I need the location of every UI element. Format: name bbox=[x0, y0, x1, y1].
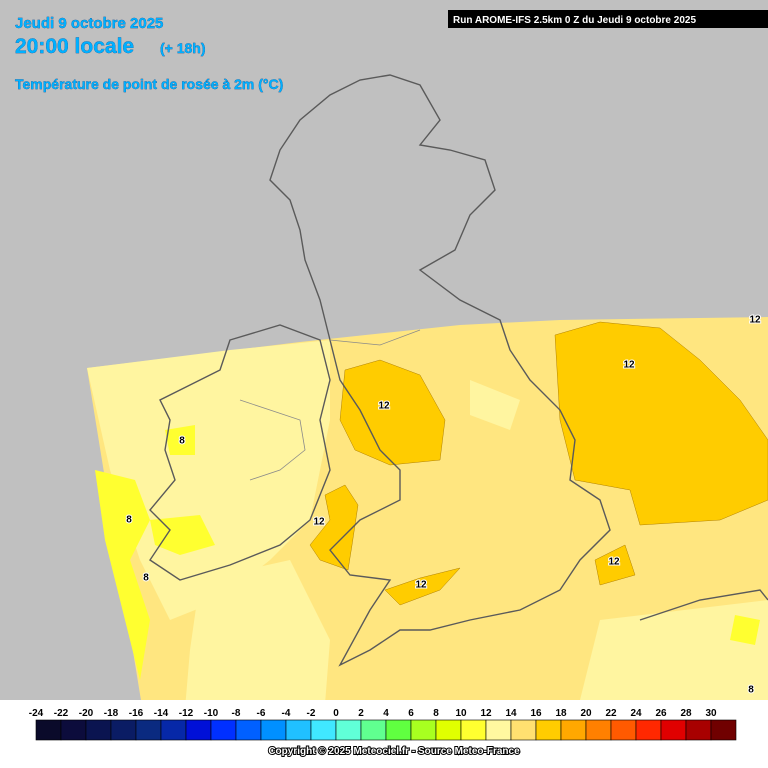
colorbar-cell bbox=[360, 719, 387, 741]
colorbar-cell bbox=[610, 719, 637, 741]
colorbar-tick-label: 22 bbox=[605, 708, 617, 719]
colorbar-tick-label: -10 bbox=[204, 708, 219, 719]
colorbar: -24 -22 -20 -18 -16 -14 -12 -10 -8 -6 -4 -2 0 2 4 6 8 10 1… bbox=[29, 708, 737, 741]
field-12 bbox=[594, 544, 636, 586]
contour-label: 8 bbox=[143, 573, 149, 584]
colorbar-tick-label: -2 bbox=[307, 708, 316, 719]
coastline bbox=[149, 324, 331, 581]
coastline bbox=[269, 74, 611, 667]
colorbar-tick-label: -14 bbox=[154, 708, 169, 719]
colorbar-cell bbox=[585, 719, 612, 741]
colorbar-tick-label: 24 bbox=[630, 708, 642, 719]
colorbar-tick-label: 18 bbox=[555, 708, 567, 719]
date: Jeudi 9 octobre 2025 bbox=[15, 15, 163, 32]
coastline bbox=[639, 589, 768, 621]
colorbar-cell bbox=[335, 719, 362, 741]
field-8 bbox=[150, 515, 215, 555]
colorbar-tick-label: 30 bbox=[705, 708, 717, 719]
colorbar-tick-label: 16 bbox=[530, 708, 542, 719]
colorbar-cell bbox=[210, 719, 237, 741]
field-8 bbox=[730, 615, 760, 645]
colorbar-cell bbox=[685, 719, 712, 741]
colorbar-tick-label: -8 bbox=[232, 708, 241, 719]
colorbar-tick-label: 6 bbox=[408, 708, 414, 719]
colorbar-tick-label: 28 bbox=[680, 708, 692, 719]
footer: Copyright © 2025 Meteociel.fr - Source M… bbox=[268, 746, 520, 757]
colorbar-cell bbox=[235, 719, 262, 741]
colorbar-cell bbox=[60, 719, 87, 741]
field-12 bbox=[554, 321, 768, 526]
contour-label: 12 bbox=[608, 557, 620, 568]
colorbar-tick-label: -24 bbox=[29, 708, 44, 719]
contour-label: 8 bbox=[748, 685, 754, 696]
field-12 bbox=[309, 484, 359, 571]
field-8 bbox=[95, 470, 150, 680]
colorbar-tick-label: -18 bbox=[104, 708, 119, 719]
colorbar-cell bbox=[35, 719, 62, 741]
colorbar-tick-label: 12 bbox=[480, 708, 492, 719]
colorbar-cell bbox=[185, 719, 212, 741]
colorbar-tick-label: -12 bbox=[179, 708, 194, 719]
colorbar-tick-label: 20 bbox=[580, 708, 592, 719]
field-12 bbox=[339, 359, 446, 466]
colorbar-cell bbox=[485, 719, 512, 741]
colorbar-tick-label: 10 bbox=[455, 708, 467, 719]
colorbar-cell bbox=[110, 719, 137, 741]
colorbar-cell bbox=[285, 719, 312, 741]
lead: (+ 18h) bbox=[160, 40, 206, 56]
colorbar-tick-label: -4 bbox=[282, 708, 291, 719]
contour-label: 12 bbox=[623, 360, 635, 371]
contour-label: 8 bbox=[179, 436, 185, 447]
colorbar-cell bbox=[310, 719, 337, 741]
contour-label: 8 bbox=[126, 515, 132, 526]
colorbar-cell bbox=[535, 719, 562, 741]
contour-label: 12 bbox=[749, 315, 761, 326]
colorbar-cell bbox=[135, 719, 162, 741]
contour-label: 12 bbox=[313, 517, 325, 528]
colorbar-tick-label: 2 bbox=[358, 708, 364, 719]
colorbar-tick-label: 4 bbox=[383, 708, 389, 719]
title: Température de point de rosée à 2m (°C) bbox=[15, 76, 283, 92]
time: 20:00 locale bbox=[15, 35, 134, 58]
run: Run AROME-IFS 2.5km 0 Z du Jeudi 9 octob… bbox=[453, 15, 696, 26]
border bbox=[239, 329, 421, 481]
colorbar-cell bbox=[510, 719, 537, 741]
colorbar-cell bbox=[160, 719, 187, 741]
colorbar-tick-label: -16 bbox=[129, 708, 144, 719]
colorbar-cell bbox=[410, 719, 437, 741]
contour-label: 12 bbox=[378, 401, 390, 412]
colorbar-tick-label: 26 bbox=[655, 708, 667, 719]
contour-label: 12 bbox=[415, 580, 427, 591]
colorbar-tick-label: 8 bbox=[433, 708, 439, 719]
run-box bbox=[448, 10, 768, 28]
colorbar-tick-label: -20 bbox=[79, 708, 94, 719]
colorbar-cell bbox=[560, 719, 587, 741]
field-light bbox=[470, 380, 520, 430]
colorbar-cell bbox=[385, 719, 412, 741]
colorbar-cell bbox=[260, 719, 287, 741]
field-8 bbox=[165, 425, 195, 455]
colorbar-tick-label: 0 bbox=[333, 708, 339, 719]
colorbar-tick-label: -6 bbox=[257, 708, 266, 719]
colorbar-cell bbox=[660, 719, 687, 741]
colorbar-tick-label: 14 bbox=[505, 708, 517, 719]
colorbar-cell bbox=[710, 719, 737, 741]
field-12 bbox=[384, 567, 461, 606]
colorbar-cell bbox=[85, 719, 112, 741]
colorbar-cell bbox=[460, 719, 487, 741]
colorbar-cell bbox=[635, 719, 662, 741]
colorbar-tick-label: -22 bbox=[54, 708, 69, 719]
colorbar-cell bbox=[435, 719, 462, 741]
